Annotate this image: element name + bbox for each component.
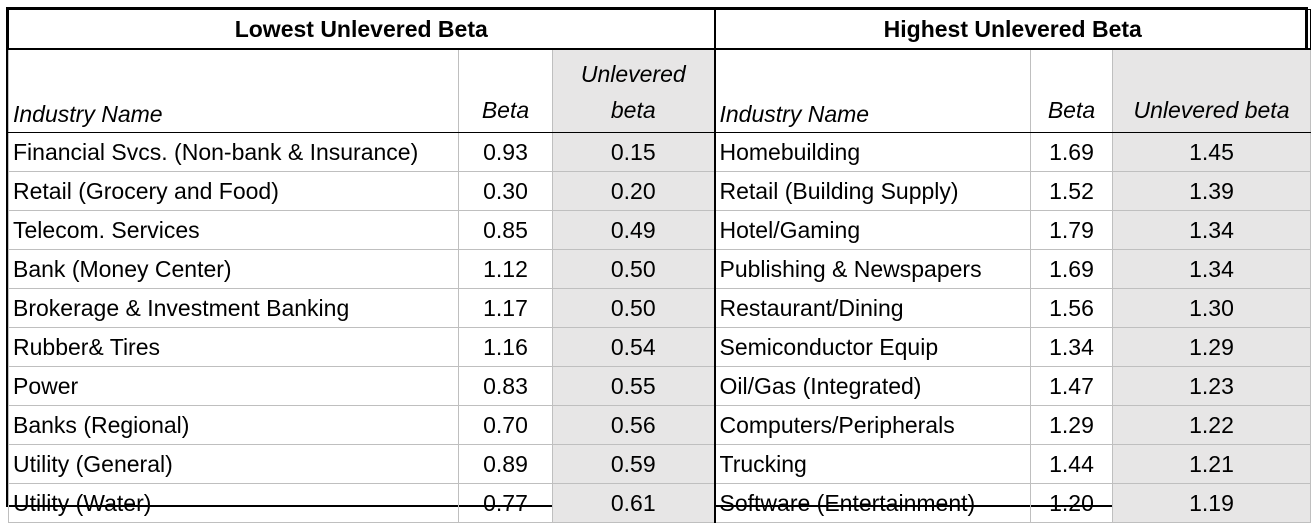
left-industry-name: Power (8, 366, 459, 406)
table-row: Telecom. Services 0.85 0.49 Hotel/Gaming 1.7… (8, 210, 1311, 250)
left-industry-name: Brokerage & Investment Banking (8, 288, 459, 328)
right-industry-name: Software (Entertainment) (714, 483, 1031, 523)
right-industry-name-header: Industry Name (714, 48, 1031, 133)
left-beta-value: 1.17 (458, 288, 553, 328)
right-industry-name: Restaurant/Dining (714, 288, 1031, 328)
lowest-unlevered-beta-title: Lowest Unlevered Beta (8, 9, 716, 50)
right-unlevered-beta-value: 1.23 (1112, 366, 1311, 406)
left-industry-name: Retail (Grocery and Food) (8, 171, 459, 211)
left-beta-value: 0.77 (458, 483, 553, 523)
left-industry-name: Financial Svcs. (Non-bank & Insurance) (8, 132, 459, 172)
beta-comparison-table-container: Lowest Unlevered Beta Highest Unlevered … (6, 7, 1311, 523)
table-row: Bank (Money Center) 1.12 0.50 Publishing & … (8, 249, 1311, 289)
right-unlevered-beta-value: 1.22 (1112, 405, 1311, 445)
right-unlevered-beta-value: 1.19 (1112, 483, 1311, 523)
left-beta-value: 0.70 (458, 405, 553, 445)
table-row: Retail (Grocery and Food) 0.30 0.20 Retail … (8, 171, 1311, 211)
right-industry-name: Retail (Building Supply) (714, 171, 1031, 211)
table-body: Industry Name Beta Unlevered beta Indust… (8, 48, 1311, 523)
right-beta-value: 1.69 (1030, 132, 1113, 172)
left-unlevered-beta-value: 0.59 (552, 444, 716, 484)
column-header-row: Industry Name Beta Unlevered beta Indust… (8, 48, 1311, 133)
left-beta-value: 0.30 (458, 171, 553, 211)
right-beta-value: 1.34 (1030, 327, 1113, 367)
left-beta-value: 0.85 (458, 210, 553, 250)
left-unlevered-beta-value: 0.49 (552, 210, 716, 250)
right-industry-name: Semiconductor Equip (714, 327, 1031, 367)
left-unlevered-beta-value: 0.61 (552, 483, 716, 523)
left-industry-name: Rubber& Tires (8, 327, 459, 367)
left-industry-name-header: Industry Name (8, 48, 459, 133)
left-industry-name: Telecom. Services (8, 210, 459, 250)
right-beta-value: 1.29 (1030, 405, 1113, 445)
left-beta-value: 0.83 (458, 366, 553, 406)
table-row: Rubber& Tires 1.16 0.54 Semiconductor Equip… (8, 327, 1311, 367)
table-row: Power 0.83 0.55 Oil/Gas (Integrated) 1.47 1.2… (8, 366, 1311, 406)
right-unlevered-beta-value: 1.30 (1112, 288, 1311, 328)
left-unlevered-beta-value: 0.55 (552, 366, 716, 406)
right-beta-header: Beta (1030, 48, 1113, 133)
left-unlevered-beta-value: 0.56 (552, 405, 716, 445)
left-unlevered-beta-value: 0.20 (552, 171, 716, 211)
right-unlevered-beta-value: 1.39 (1112, 171, 1311, 211)
left-industry-name: Utility (Water) (8, 483, 459, 523)
right-beta-value: 1.79 (1030, 210, 1113, 250)
right-unlevered-beta-header: Unlevered beta (1112, 48, 1311, 133)
highest-unlevered-beta-title: Highest Unlevered Beta (714, 9, 1311, 50)
table-row: Utility (General) 0.89 0.59 Trucking 1.44 1.2… (8, 444, 1311, 484)
right-unlevered-beta-value: 1.21 (1112, 444, 1311, 484)
right-industry-name: Hotel/Gaming (714, 210, 1031, 250)
left-unlevered-beta-header: Unlevered beta (552, 48, 716, 133)
left-industry-name: Banks (Regional) (8, 405, 459, 445)
right-beta-value: 1.47 (1030, 366, 1113, 406)
right-beta-value: 1.56 (1030, 288, 1113, 328)
left-industry-name: Utility (General) (8, 444, 459, 484)
left-beta-header: Beta (458, 48, 553, 133)
table-row: Utility (Water) 0.77 0.61 Software (Enterta… (8, 483, 1311, 523)
right-industry-name: Oil/Gas (Integrated) (714, 366, 1031, 406)
right-industry-name: Computers/Peripherals (714, 405, 1031, 445)
left-beta-value: 1.12 (458, 249, 553, 289)
right-beta-value: 1.44 (1030, 444, 1113, 484)
right-industry-name: Trucking (714, 444, 1031, 484)
table-row: Banks (Regional) 0.70 0.56 Computers/Periph… (8, 405, 1311, 445)
right-industry-name: Homebuilding (714, 132, 1031, 172)
right-beta-value: 1.69 (1030, 249, 1113, 289)
left-beta-value: 0.93 (458, 132, 553, 172)
left-unlevered-beta-value: 0.50 (552, 288, 716, 328)
right-beta-value: 1.52 (1030, 171, 1113, 211)
table-row: Financial Svcs. (Non-bank & Insurance) 0.… (8, 132, 1311, 172)
right-industry-name: Publishing & Newspapers (714, 249, 1031, 289)
right-unlevered-beta-value: 1.29 (1112, 327, 1311, 367)
left-industry-name: Bank (Money Center) (8, 249, 459, 289)
left-unlevered-beta-value: 0.54 (552, 327, 716, 367)
left-beta-value: 0.89 (458, 444, 553, 484)
right-unlevered-beta-value: 1.45 (1112, 132, 1311, 172)
right-unlevered-beta-value: 1.34 (1112, 249, 1311, 289)
left-beta-value: 1.16 (458, 327, 553, 367)
beta-comparison-table: Lowest Unlevered Beta Highest Unlevered … (8, 9, 1311, 523)
right-beta-value: 1.20 (1030, 483, 1113, 523)
left-unlevered-beta-value: 0.15 (552, 132, 716, 172)
left-unlevered-beta-value: 0.50 (552, 249, 716, 289)
right-unlevered-beta-value: 1.34 (1112, 210, 1311, 250)
table-row: Brokerage & Investment Banking 1.17 0.50 Re… (8, 288, 1311, 328)
